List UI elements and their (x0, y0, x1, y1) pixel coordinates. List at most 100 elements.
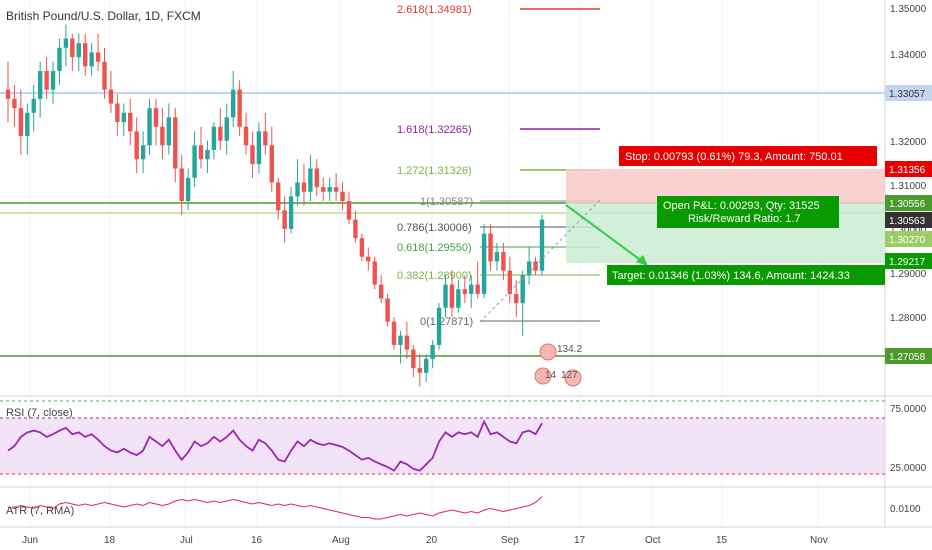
time-tick: 20 (426, 535, 438, 546)
fib-label-2618: 2.618(1.34981) (397, 4, 472, 16)
candle-body (359, 238, 365, 257)
fib-label-0786: 0.786(1.30006) (397, 222, 472, 234)
candle-body (128, 112, 133, 132)
candle-body (449, 284, 455, 308)
candle-body (443, 284, 448, 308)
candle-body (430, 344, 435, 359)
candle-body (160, 126, 165, 146)
rr-text: Risk/Reward Ratio: 1.7 (688, 213, 801, 225)
candle-body (25, 112, 30, 137)
stop-text: Stop: 0.00793 (0.61%) 79.3, Amount: 750.… (625, 151, 843, 163)
candle-body (539, 219, 545, 271)
candle-body (198, 145, 204, 160)
candle-body (256, 131, 262, 164)
target-arrow[interactable] (565, 204, 648, 266)
candle-body (366, 256, 371, 262)
fib-label-1272: 1.272(1.31326) (397, 165, 472, 177)
price-tick: 1.30000 (890, 225, 927, 236)
candle-body (102, 61, 107, 90)
time-tick: Sep (501, 535, 519, 546)
time-axis[interactable]: Jun 18 Jul 16 Aug 20 Sep 17 Oct 15 Nov (22, 535, 828, 546)
candle-body (76, 43, 81, 58)
price-tick: 1.29000 (890, 269, 927, 280)
candle-body (404, 335, 410, 350)
candle-body (327, 187, 332, 192)
candle-body (301, 182, 307, 192)
price-axis[interactable]: 1.35000 1.34000 1.32000 1.31000 1.30000 … (890, 4, 927, 324)
open-pnl-text: Open P&L: 0.00293, Qty: 31525 (663, 200, 820, 212)
earnings-icon-2 (534, 367, 552, 385)
rsi-tick-75: 75.0000 (890, 404, 927, 415)
pnl-box[interactable]: Open P&L: 0.00293, Qty: 31525 Risk/Rewar… (657, 196, 839, 228)
candle-body (83, 43, 88, 67)
candle-body (192, 145, 197, 178)
candle-body (140, 145, 146, 160)
candle-body (462, 289, 467, 294)
candle-body (340, 191, 345, 202)
candle-body (469, 284, 474, 294)
time-tick: 15 (716, 535, 728, 546)
candle-body (372, 261, 377, 285)
price-tag-blue: 1.33057 (889, 89, 926, 100)
price-tag-low: 1.27058 (889, 352, 926, 363)
candle-body (108, 89, 114, 104)
time-tick: Jul (180, 535, 193, 546)
target-box[interactable]: Target: 0.01346 (1.03%) 134.6, Amount: 1… (607, 265, 885, 285)
candle-body (179, 168, 184, 202)
candle-body (378, 284, 384, 299)
candle-body (391, 321, 397, 345)
candle-body (134, 131, 139, 160)
earnings-mark-3: 127 (561, 370, 578, 381)
candle-body (481, 233, 487, 294)
rsi-pane[interactable]: RSI (7, close) 75.0000 25.0000 (0, 400, 927, 475)
candle-body (70, 38, 75, 58)
candle-body (147, 108, 152, 146)
earnings-mark-1: 134.2 (557, 344, 582, 355)
candle-body (494, 252, 500, 262)
price-tag-target: 1.29217 (889, 257, 926, 268)
rsi-label: RSI (7, close) (6, 407, 73, 419)
candle-body (520, 275, 525, 304)
symbol-title: British Pound/U.S. Dollar, 1D, FXCM (6, 9, 201, 23)
stop-box[interactable]: Stop: 0.00793 (0.61%) 79.3, Amount: 750.… (619, 146, 877, 166)
candle-body (526, 261, 532, 276)
fib-label-1618: 1.618(1.32265) (397, 124, 472, 136)
candle-body (436, 307, 442, 345)
time-tick: 17 (574, 535, 586, 546)
earnings-marks[interactable]: 134.2 14 127 (534, 343, 582, 387)
time-tick: 18 (104, 535, 116, 546)
candle-body (269, 145, 274, 183)
time-tick: Oct (645, 535, 661, 546)
earnings-icon-3 (564, 369, 582, 387)
projection-line[interactable] (479, 199, 601, 323)
fib-label-0618: 0.618(1.29550) (397, 242, 472, 254)
candle-body (205, 149, 210, 160)
price-tick: 1.28000 (890, 313, 927, 324)
candle-body (417, 368, 422, 373)
candle-body (121, 112, 127, 123)
candle-body (12, 98, 17, 109)
candle-body (423, 358, 429, 373)
price-tick: 1.35000 (890, 4, 927, 15)
candle-body (288, 196, 294, 229)
fib-label-0: 0(1.27871) (420, 316, 473, 328)
atr-label: ATR (7, RMA) (6, 505, 74, 517)
candle-body (385, 298, 390, 322)
candle-body (224, 117, 229, 141)
atr-pane[interactable]: ATR (7, RMA) 0.0100 (6, 496, 921, 520)
candle-body (295, 182, 300, 197)
candle-body (314, 168, 320, 188)
candle-body (173, 117, 178, 169)
fib-lines[interactable] (480, 8, 600, 322)
candle-body (95, 52, 101, 62)
rsi-line (7, 419, 543, 472)
time-tick: Nov (810, 535, 828, 546)
candle-body (353, 219, 358, 239)
candle-body (230, 89, 236, 118)
fib-label-1: 1(1.30587) (420, 196, 473, 208)
rsi-tick-25: 25.0000 (890, 463, 927, 474)
earnings-icon-1 (539, 343, 557, 361)
candle-body (31, 98, 36, 113)
price-tag-last: 1.30563 (889, 216, 926, 227)
